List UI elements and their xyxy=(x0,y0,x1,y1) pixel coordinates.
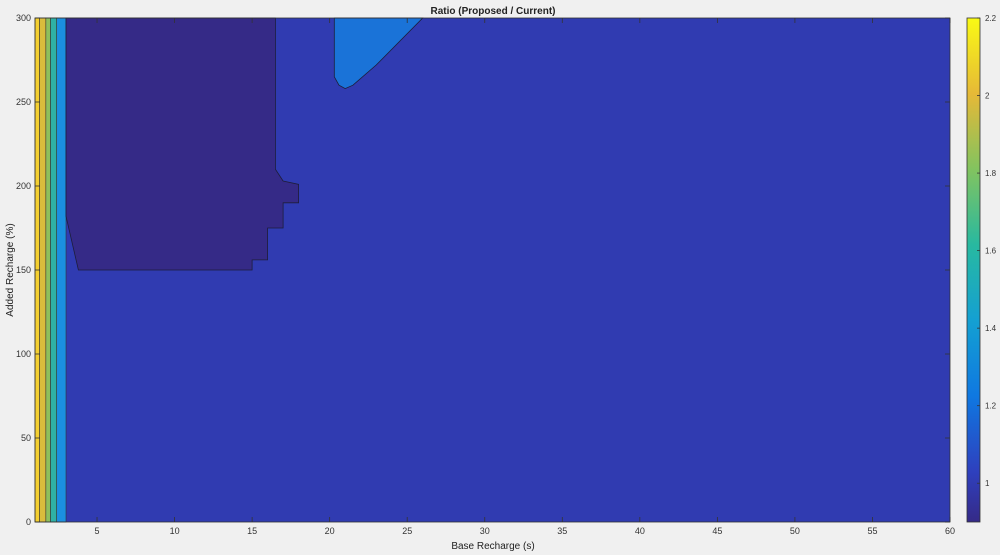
x-tick-label: 55 xyxy=(867,526,877,536)
colorbar-bar xyxy=(966,17,981,523)
colorbar-tick-label: 1 xyxy=(985,479,990,488)
x-tick-label: 10 xyxy=(170,526,180,536)
x-tick-label: 30 xyxy=(480,526,490,536)
colorbar-tick-label: 1.6 xyxy=(985,247,997,256)
y-tick-label: 50 xyxy=(21,433,31,443)
y-tick-label: 0 xyxy=(26,517,31,527)
x-tick-label: 25 xyxy=(402,526,412,536)
colorbar: 1 1.2 1.4 1.6 1.8 2 2.2 xyxy=(966,14,997,523)
plot-area xyxy=(34,17,950,523)
x-axis-label: Base Recharge (s) xyxy=(451,541,534,552)
y-tick-label: 150 xyxy=(16,265,31,275)
x-tick-label: 5 xyxy=(95,526,100,536)
x-tick-label: 45 xyxy=(712,526,722,536)
colorbar-tick-label: 1.2 xyxy=(985,402,997,411)
colorbar-tick-label: 2.2 xyxy=(985,14,997,23)
x-tick-label: 40 xyxy=(635,526,645,536)
colorbar-tick-label: 1.4 xyxy=(985,324,997,333)
contour-band xyxy=(50,17,58,523)
y-tick-label: 250 xyxy=(16,97,31,107)
contour-region xyxy=(65,17,299,271)
x-tick-label: 50 xyxy=(790,526,800,536)
y-tick-label: 100 xyxy=(16,349,31,359)
x-tick-label: 35 xyxy=(557,526,567,536)
axes: 5 10 15 20 25 30 35 40 45 50 55 60 0 50 100 150 200 250 30… xyxy=(16,13,955,536)
x-tick-label: 15 xyxy=(247,526,257,536)
colorbar-tick-label: 1.8 xyxy=(985,169,997,178)
contour-band xyxy=(56,17,67,523)
contour-band xyxy=(45,17,51,523)
x-tick-label: 60 xyxy=(945,526,955,536)
colorbar-tick-label: 2 xyxy=(985,92,990,101)
contour-region xyxy=(333,17,424,90)
y-tick-label: 200 xyxy=(16,181,31,191)
y-axis-label: Added Recharge (%) xyxy=(5,223,16,316)
contour-band xyxy=(39,17,47,523)
x-tick-label: 20 xyxy=(325,526,335,536)
y-tick-label: 300 xyxy=(16,13,31,23)
chart-title: Ratio (Proposed / Current) xyxy=(430,6,555,17)
